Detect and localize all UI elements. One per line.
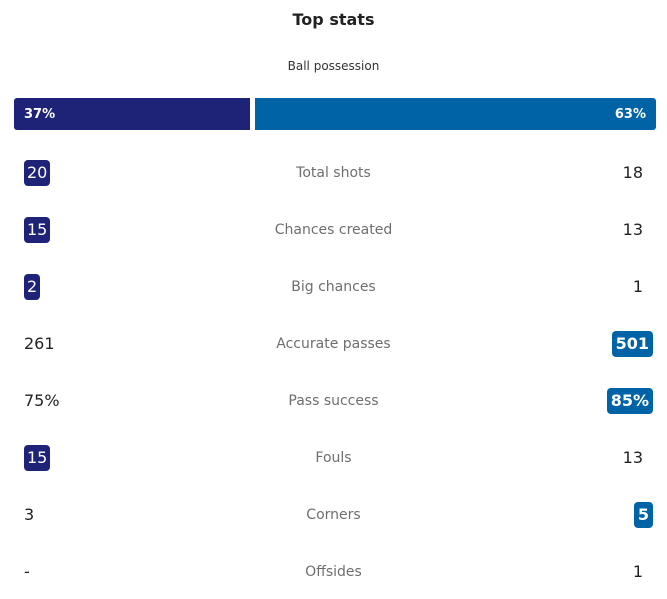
stat-home-value: 2 — [24, 274, 41, 300]
stat-home-value: 20 — [24, 160, 51, 186]
possession-away-segment: 63% — [255, 98, 656, 130]
stat-home-value: 261 — [24, 334, 55, 353]
stat-row-total-shots: 20 Total shots 18 — [0, 158, 667, 188]
stat-home-value: 3 — [24, 505, 35, 524]
stat-away-value: 18 — [622, 163, 643, 182]
stat-label: Fouls — [315, 450, 352, 466]
stat-away-value: 13 — [622, 220, 643, 239]
stat-home-value: - — [24, 562, 30, 581]
stat-away-value: 85% — [606, 388, 653, 414]
stat-row-corners: 3 Corners 5 — [0, 500, 667, 530]
stat-away-value: 501 — [611, 331, 653, 357]
stat-away-value: 5 — [633, 502, 653, 528]
stat-label: Pass success — [288, 393, 379, 409]
stat-label: Big chances — [291, 279, 376, 295]
possession-bar: 37% 63% — [14, 98, 656, 130]
possession-label: Ball possession — [287, 59, 380, 73]
stat-row-offsides: - Offsides 1 — [0, 557, 667, 587]
stat-away-value: 1 — [632, 562, 643, 581]
stat-label: Accurate passes — [276, 336, 391, 352]
stat-away-value: 13 — [622, 448, 643, 467]
stat-row-chances-created: 15 Chances created 13 — [0, 215, 667, 245]
stat-row-big-chances: 2 Big chances 1 — [0, 272, 667, 302]
stat-label: Offsides — [305, 564, 362, 580]
possession-home-segment: 37% — [14, 98, 250, 130]
section-title: Top stats — [292, 10, 375, 29]
stat-home-value: 15 — [24, 445, 51, 471]
stat-row-pass-success: 75% Pass success 85% — [0, 386, 667, 416]
stat-home-value: 15 — [24, 217, 51, 243]
possession-away-value: 63% — [614, 106, 646, 122]
stat-home-value: 75% — [24, 391, 60, 410]
stat-row-accurate-passes: 261 Accurate passes 501 — [0, 329, 667, 359]
stat-label: Chances created — [274, 222, 393, 238]
possession-home-value: 37% — [24, 106, 56, 122]
stat-row-fouls: 15 Fouls 13 — [0, 443, 667, 473]
stat-label: Corners — [306, 507, 361, 523]
stat-away-value: 1 — [632, 277, 643, 296]
stat-label: Total shots — [296, 165, 371, 181]
